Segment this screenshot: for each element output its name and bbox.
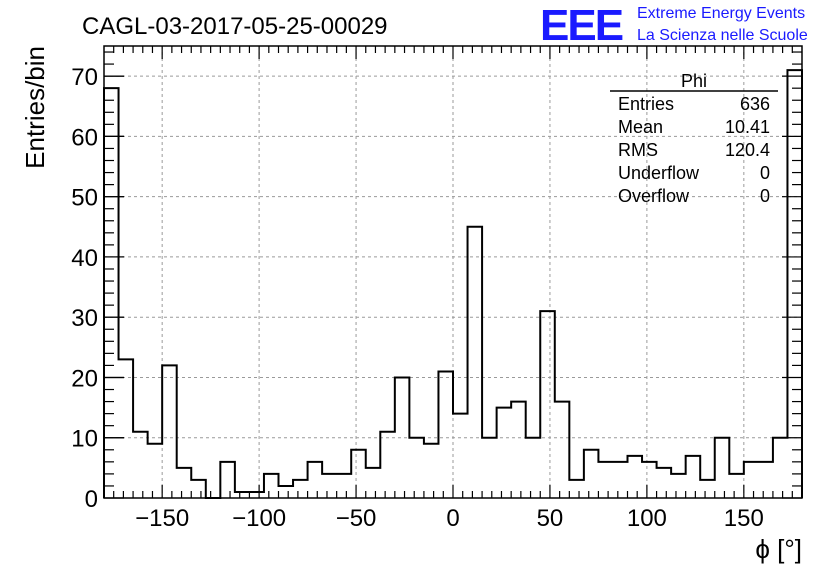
histogram-outline bbox=[103, 69, 803, 499]
histogram-bin bbox=[308, 462, 323, 498]
histogram-bin bbox=[322, 474, 337, 498]
histogram-bin bbox=[787, 70, 802, 498]
y-tick-label: 40 bbox=[71, 245, 98, 272]
stats-row-value: 10.41 bbox=[725, 117, 770, 137]
stats-row-label: Overflow bbox=[618, 186, 690, 206]
histogram-bin bbox=[133, 432, 148, 498]
x-tick-label: −100 bbox=[232, 505, 286, 532]
histogram-bin bbox=[569, 480, 584, 498]
y-tick-label: 20 bbox=[71, 365, 98, 392]
grid-lines bbox=[104, 46, 802, 498]
histogram-bin bbox=[584, 450, 599, 498]
x-tick-labels: −150 −100 −50 0 50 100 150 bbox=[135, 505, 764, 532]
y-tick-label: 10 bbox=[71, 426, 98, 453]
histogram-bin bbox=[220, 462, 235, 498]
axis-ticks bbox=[104, 46, 802, 499]
histogram-bin bbox=[438, 371, 453, 498]
histogram-bin bbox=[715, 438, 730, 498]
histogram-bin bbox=[555, 402, 570, 498]
histogram-bin bbox=[351, 450, 366, 498]
stats-row-value: 0 bbox=[760, 186, 770, 206]
histogram-bin bbox=[424, 444, 439, 498]
histogram-bin bbox=[773, 438, 788, 498]
y-tick-label: 0 bbox=[85, 486, 98, 513]
histogram-bin bbox=[279, 486, 294, 498]
stats-title: Phi bbox=[681, 71, 707, 91]
histogram-bars bbox=[103, 69, 803, 499]
stats-rows: Entries 636 Mean 10.41 RMS 120.4 Underflow 0 Ove… bbox=[618, 94, 770, 206]
x-tick-label: −50 bbox=[336, 505, 377, 532]
eee-logo-mark: EEE bbox=[540, 1, 623, 50]
histogram-bin bbox=[700, 480, 715, 498]
histogram-bin bbox=[162, 365, 177, 498]
stats-row-label: Entries bbox=[618, 94, 674, 114]
histogram-bin bbox=[598, 462, 613, 498]
y-tick-labels: 0 10 20 30 40 50 60 70 bbox=[71, 64, 98, 513]
x-tick-label: 0 bbox=[446, 505, 459, 532]
histogram-bin bbox=[119, 359, 134, 498]
stats-row-value: 636 bbox=[740, 94, 770, 114]
histogram-bin bbox=[264, 474, 279, 498]
x-axis-label: ϕ [°] bbox=[755, 534, 802, 564]
histogram-bin bbox=[380, 432, 395, 498]
stats-row-label: Underflow bbox=[618, 163, 700, 183]
histogram-bin bbox=[729, 474, 744, 498]
y-tick-label: 60 bbox=[71, 124, 98, 151]
stats-box: Phi Entries 636 Mean 10.41 RMS 120.4 Underflow… bbox=[610, 71, 778, 206]
histogram-bin bbox=[526, 438, 541, 498]
stats-row-value: 120.4 bbox=[725, 140, 770, 160]
histogram-bin bbox=[671, 474, 686, 498]
histogram-bin bbox=[642, 462, 657, 498]
histogram-bin bbox=[511, 402, 526, 498]
histogram-bin bbox=[497, 408, 512, 498]
y-tick-label: 30 bbox=[71, 305, 98, 332]
histogram-bin bbox=[409, 438, 424, 498]
x-tick-label: 150 bbox=[724, 505, 764, 532]
stats-row-value: 0 bbox=[760, 163, 770, 183]
chart-title: CAGL-03-2017-05-25-00029 bbox=[82, 13, 388, 40]
eee-logo-line2: La Scienza nelle Scuole bbox=[637, 27, 808, 44]
histogram-bin bbox=[395, 377, 410, 498]
eee-logo-line1: Extreme Energy Events bbox=[637, 5, 805, 22]
histogram-bin bbox=[482, 438, 497, 498]
histogram-bin bbox=[468, 227, 483, 498]
histogram-bin bbox=[191, 480, 206, 498]
histogram-bin bbox=[337, 474, 352, 498]
histogram-bin bbox=[613, 462, 628, 498]
histogram-bin bbox=[744, 462, 759, 498]
y-axis-label: Entries/bin bbox=[20, 46, 50, 169]
x-tick-label: 50 bbox=[537, 505, 564, 532]
histogram-bin bbox=[453, 414, 468, 498]
histogram-bin bbox=[657, 468, 672, 498]
stats-row-label: RMS bbox=[618, 140, 658, 160]
x-tick-label: 100 bbox=[627, 505, 667, 532]
y-tick-label: 70 bbox=[71, 64, 98, 91]
histogram-bin bbox=[148, 444, 163, 498]
histogram-bin bbox=[758, 462, 773, 498]
histogram-bin bbox=[686, 456, 701, 498]
histogram-bin bbox=[540, 311, 555, 498]
stats-row-label: Mean bbox=[618, 117, 663, 137]
histogram-bin bbox=[293, 480, 308, 498]
histogram-bin bbox=[366, 468, 381, 498]
y-tick-label: 50 bbox=[71, 185, 98, 212]
histogram-bin bbox=[177, 468, 192, 498]
x-tick-label: −150 bbox=[135, 505, 189, 532]
histogram-bin bbox=[628, 456, 643, 498]
